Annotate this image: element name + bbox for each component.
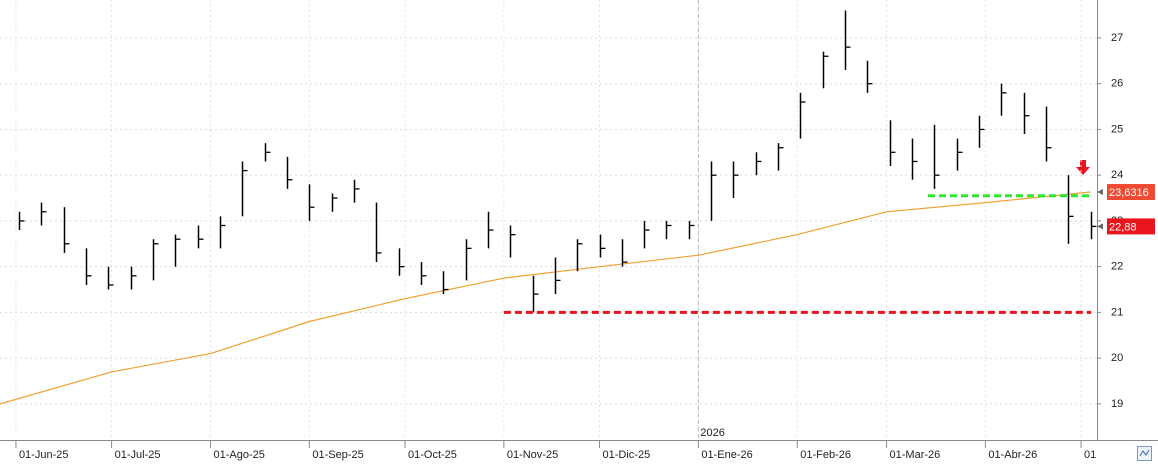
moving-average-line	[0, 191, 1091, 405]
y-tick-label: 27	[1111, 32, 1123, 44]
price-tag-pointer	[1097, 223, 1103, 230]
x-tick-label: 01-Feb-26	[800, 449, 851, 461]
x-tick-label: 01	[1084, 449, 1096, 461]
y-tick-label: 24	[1111, 169, 1123, 181]
price-tag	[1107, 184, 1155, 201]
x-tick-label: 01-Oct-25	[408, 449, 457, 461]
x-tick-label: 01-Nov-25	[507, 449, 558, 461]
year-marker-label: 2026	[700, 427, 724, 439]
x-tick-label: 01-Mar-26	[890, 449, 941, 461]
x-tick-label: 01-Sep-25	[312, 449, 363, 461]
price-tag	[1107, 218, 1155, 235]
y-tick-label: 19	[1111, 398, 1123, 410]
x-tick-label: 01-Ene-26	[701, 449, 752, 461]
price-tag-label: 23,6316	[1109, 187, 1149, 199]
x-tick-label: 01-Ago-25	[213, 449, 264, 461]
x-tick-label: 01-Jun-25	[19, 449, 69, 461]
x-tick-label: 01-Abr-26	[988, 449, 1037, 461]
y-tick-label: 26	[1111, 78, 1123, 90]
x-tick-label: 01-Jul-25	[115, 449, 161, 461]
alert-arrow	[1076, 160, 1090, 175]
corner-button[interactable]	[1137, 446, 1152, 461]
y-tick-label: 25	[1111, 123, 1123, 135]
price-tag-pointer	[1097, 189, 1103, 196]
price-tag-label: 22,88	[1109, 221, 1137, 233]
y-tick-label: 21	[1111, 306, 1123, 318]
y-tick-label: 20	[1111, 352, 1123, 364]
x-tick-label: 01-Dic-25	[603, 449, 651, 461]
y-tick-label: 22	[1111, 261, 1123, 273]
